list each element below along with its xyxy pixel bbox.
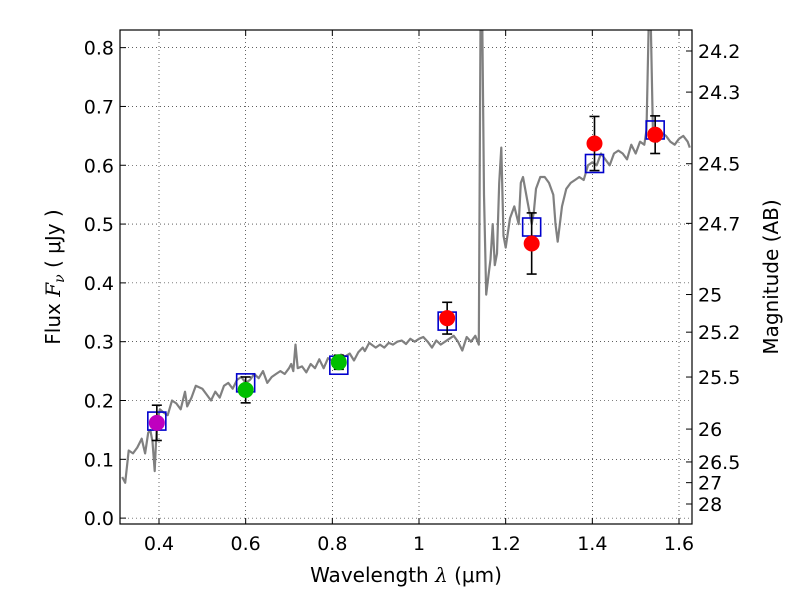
y2-tick-label: 25 <box>698 285 722 307</box>
y-tick-label: 0.2 <box>84 391 114 413</box>
plot-frame <box>119 29 693 525</box>
y-tick-label: 0.0 <box>84 508 114 530</box>
y-tick-label: 0.8 <box>84 38 114 60</box>
y2-axis-label: Magnitude (AB) <box>759 199 783 354</box>
x-tick-label: 0.6 <box>231 533 261 555</box>
y-axis-label-symbol: F <box>41 282 65 298</box>
spectrum-layer <box>121 30 691 484</box>
y-tick-label: 0.7 <box>84 96 114 118</box>
y-tick-label: 0.1 <box>84 449 114 471</box>
observed-photometry-point <box>330 354 347 371</box>
y-axis-label: Flux Fν ( μJy ) <box>41 209 68 344</box>
grid-layer <box>120 30 692 524</box>
model-spectrum-line <box>121 30 691 484</box>
ticks-layer: 0.4 0.6 0.8 1 1.2 1.4 1.6 0.0 0.1 0.2 0.3 0.4 0.5 0.6… <box>84 30 740 555</box>
y2-tick-label: 26 <box>698 419 722 441</box>
y2-tick-label: 24.3 <box>698 82 740 104</box>
observed-photometry-point <box>523 235 540 252</box>
observed-photometry-point <box>439 310 456 327</box>
x-tick-label: 1.6 <box>664 533 694 555</box>
x-tick-label: 1.4 <box>577 533 607 555</box>
y2-tick-label: 27 <box>698 473 722 495</box>
y-axis-label-subscript: ν <box>52 274 68 283</box>
y2-tick-label: 24.7 <box>698 213 740 235</box>
x-tick-label: 0.4 <box>144 533 174 555</box>
y-tick-label: 0.3 <box>84 332 114 354</box>
x-tick-label: 1 <box>413 533 425 555</box>
x-axis-label-prefix: Wavelength <box>310 563 435 587</box>
y2-tick-label: 26.5 <box>698 452 740 474</box>
y2-tick-label: 24.2 <box>698 41 740 63</box>
x-axis-label-unit: (μm) <box>448 563 502 587</box>
observed-photometry-point <box>647 126 664 143</box>
x-axis-label: Wavelength λ (μm) <box>310 563 502 587</box>
y-tick-label: 0.5 <box>84 214 114 236</box>
y2-tick-label: 28 <box>698 494 722 516</box>
y2-tick-label: 24.5 <box>698 154 740 176</box>
y-axis-label-prefix: Flux <box>41 297 65 345</box>
y-axis-label-unit: ( μJy ) <box>41 209 65 274</box>
observed-photometry-layer <box>148 115 664 442</box>
x-tick-label: 1.2 <box>491 533 521 555</box>
x-axis-label-symbol: λ <box>434 563 448 587</box>
y2-tick-label: 25.5 <box>698 367 740 389</box>
y2-tick-label: 25.2 <box>698 322 740 344</box>
y-tick-label: 0.6 <box>84 155 114 177</box>
observed-photometry-point <box>148 414 165 431</box>
y-tick-label: 0.4 <box>84 273 114 295</box>
observed-photometry-point <box>586 135 603 152</box>
observed-photometry-point <box>237 381 254 398</box>
x-tick-label: 0.8 <box>317 533 347 555</box>
